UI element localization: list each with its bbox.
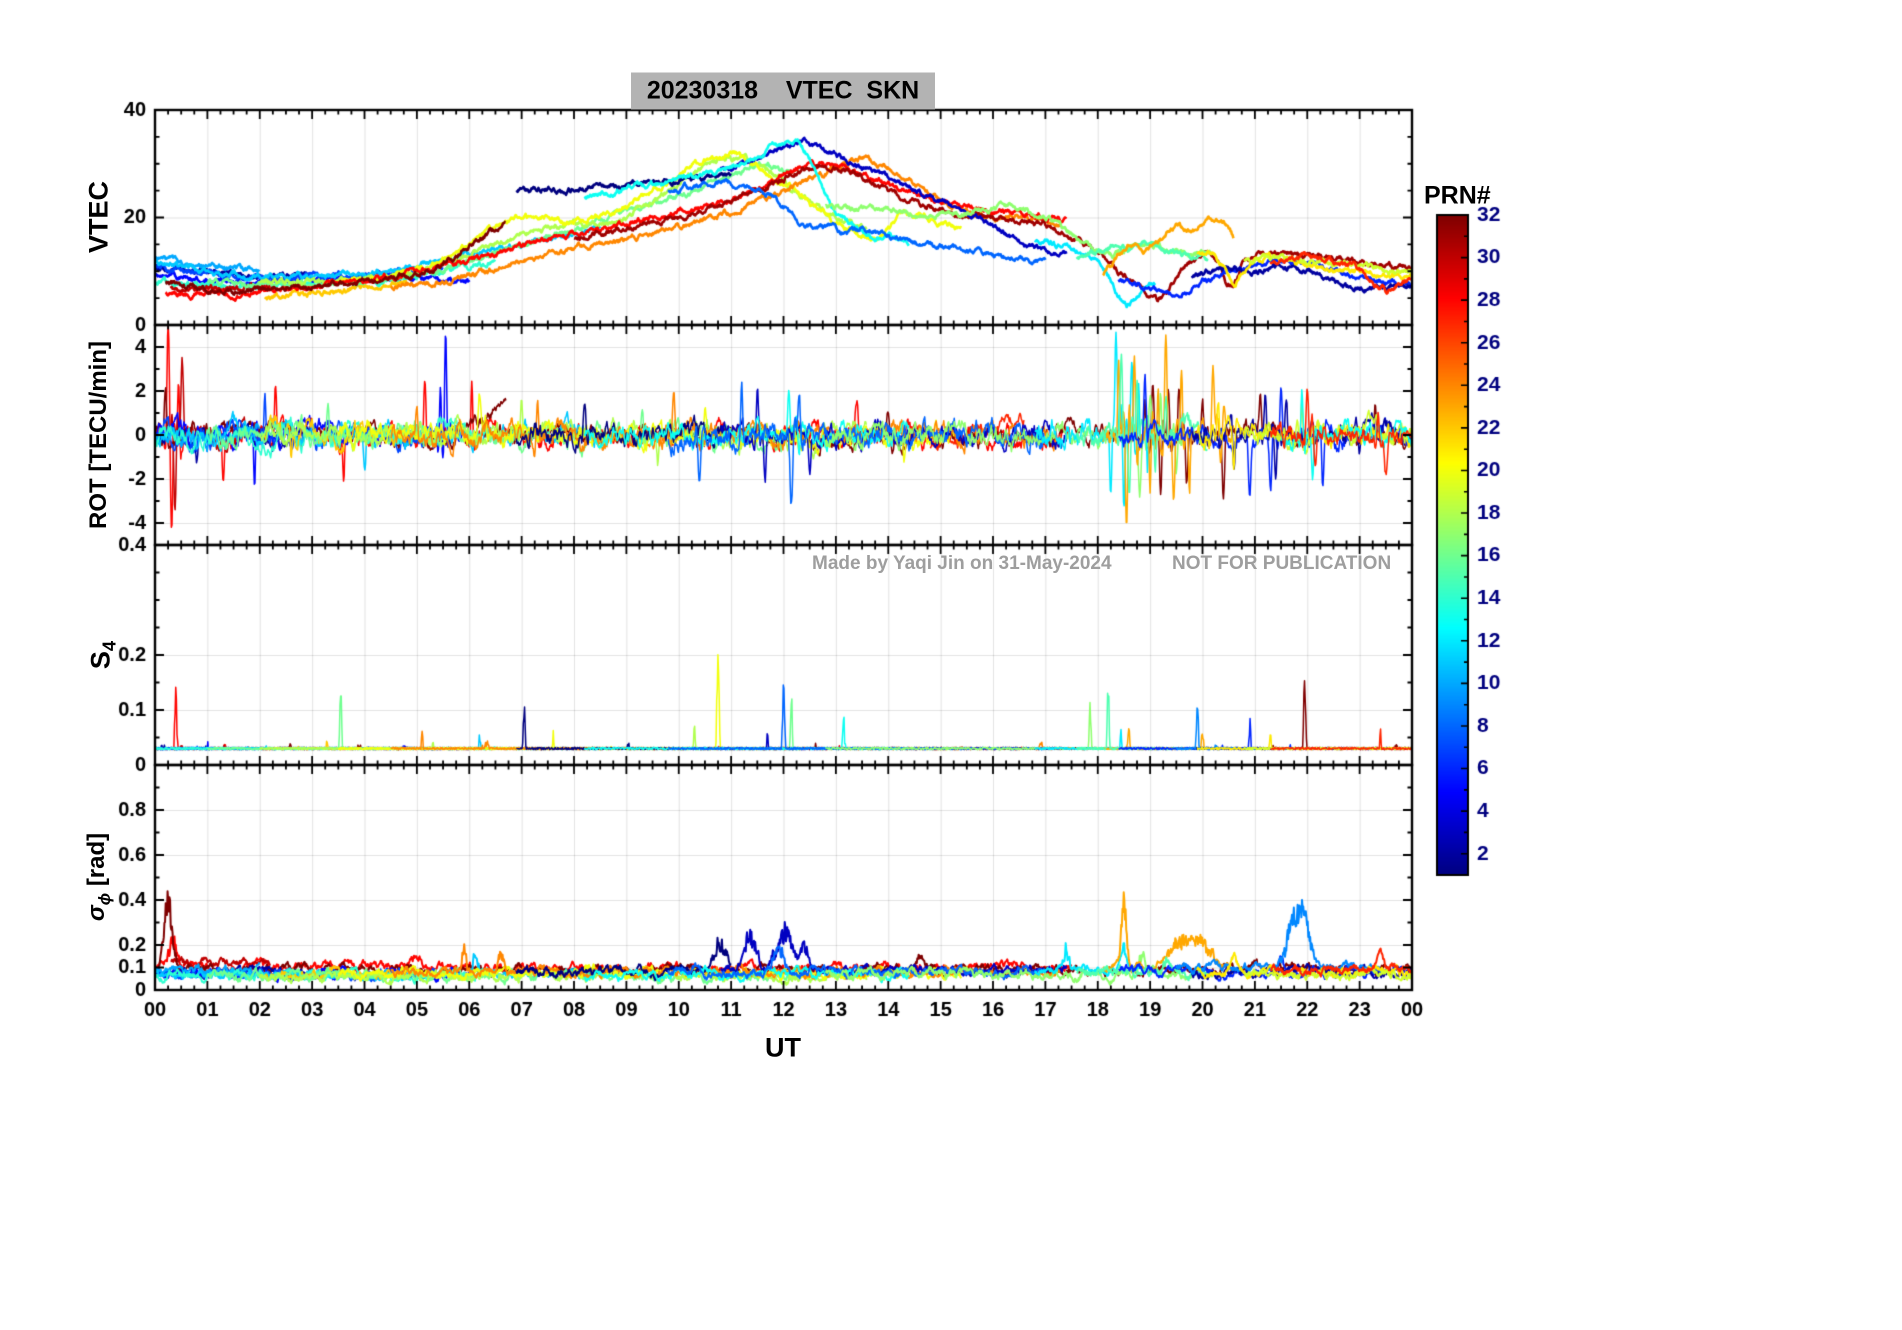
ylabel-rot: ROT [TECU/min]	[85, 341, 112, 529]
sigma-unit: [rad]	[83, 832, 111, 893]
watermark-credit: Made by Yaqi Jin on 31-May-2024	[812, 553, 1112, 574]
title-badge: 20230318 VTEC SKN	[630, 72, 936, 110]
ylabel-vtec: VTEC	[83, 180, 114, 254]
ylabel-s4: S4	[85, 641, 120, 669]
watermark-publication: NOT FOR PUBLICATION	[1172, 553, 1392, 574]
xlabel-ut: UT	[765, 1032, 801, 1063]
ylabel-sigma-phi: σϕ [rad]	[83, 833, 115, 921]
colorbar-title: PRN#	[1424, 181, 1491, 210]
s4-symbol: S	[85, 651, 116, 670]
sigma-symbol: σ	[83, 905, 111, 922]
s4-subscript: 4	[98, 640, 120, 652]
phi-subscript: ϕ	[95, 892, 114, 906]
